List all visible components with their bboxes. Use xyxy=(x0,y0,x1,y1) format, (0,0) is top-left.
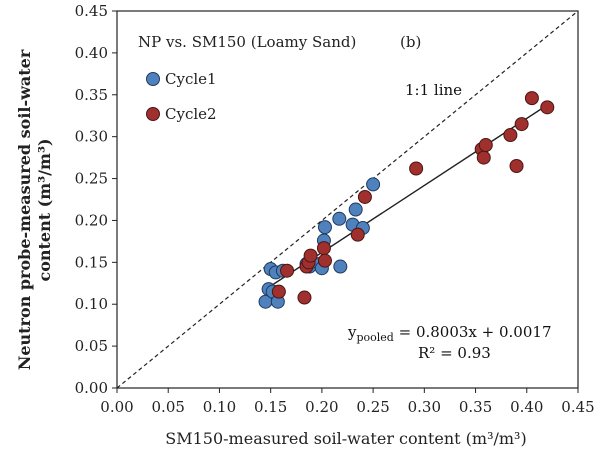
data-point-cycle2 xyxy=(503,127,518,142)
data-point-cycle2 xyxy=(271,284,286,299)
y-tick-label: 0.40 xyxy=(75,44,108,62)
data-point-cycle1 xyxy=(348,202,363,217)
equation-body: = 0.8003x + 0.0017 xyxy=(394,323,552,341)
data-point-cycle2 xyxy=(297,290,312,305)
x-tick-label: 0.30 xyxy=(408,398,441,416)
x-tick-label: 0.15 xyxy=(254,398,287,416)
y-tick-label: 0.00 xyxy=(75,379,108,397)
x-tick-label: 0.25 xyxy=(356,398,389,416)
data-point-cycle2 xyxy=(350,227,365,242)
r-squared-label: R² = 0.93 xyxy=(418,344,491,362)
legend-marker-cycle2 xyxy=(146,107,160,121)
equation-subscript: pooled xyxy=(356,331,393,344)
y-tick-label: 0.20 xyxy=(75,211,108,229)
data-point-cycle2 xyxy=(316,241,331,256)
data-point-cycle1 xyxy=(332,211,347,226)
data-point-cycle1 xyxy=(333,259,348,274)
data-point-cycle2 xyxy=(509,158,524,173)
y-tick-label: 0.15 xyxy=(75,253,108,271)
legend: Cycle1 Cycle2 xyxy=(146,70,217,123)
y-tick-label: 0.45 xyxy=(75,2,108,20)
data-point-cycle2 xyxy=(476,150,491,165)
one-to-one-line xyxy=(116,10,579,389)
data-point-cycle2 xyxy=(303,248,318,263)
data-point-cycle2 xyxy=(478,138,493,153)
data-point-cycle2 xyxy=(514,117,529,132)
data-point-cycle2 xyxy=(524,91,539,106)
y-tick-label: 0.25 xyxy=(75,170,108,188)
y-tick-label: 0.05 xyxy=(75,337,108,355)
x-tick-label: 0.40 xyxy=(510,398,543,416)
x-tick-label: 0.10 xyxy=(203,398,236,416)
x-axis-label: SM150-measured soil-water content (m³/m³… xyxy=(165,429,526,448)
data-point-cycle1 xyxy=(366,177,381,192)
data-point-cycle2 xyxy=(280,263,295,278)
data-point-cycle1 xyxy=(317,220,332,235)
x-tick-label: 0.45 xyxy=(561,398,594,416)
x-tick-label: 0.35 xyxy=(459,398,492,416)
chart-title: NP vs. SM150 (Loamy Sand) xyxy=(138,33,356,51)
equation-prefix: y xyxy=(347,323,357,341)
x-tick-label: 0.05 xyxy=(152,398,185,416)
data-point-cycle2 xyxy=(540,100,555,115)
legend-label-cycle1: Cycle1 xyxy=(165,70,217,88)
legend-marker-cycle1 xyxy=(146,72,160,86)
x-tick-label: 0.20 xyxy=(305,398,338,416)
panel-label: (b) xyxy=(400,33,421,51)
regression-equation: ypooled = 0.8003x + 0.0017 R² = 0.93 xyxy=(347,323,551,362)
y-tick-label: 0.35 xyxy=(75,86,108,104)
plot-frame xyxy=(116,10,579,389)
y-tick-label: 0.30 xyxy=(75,128,108,146)
x-tick-label: 0.00 xyxy=(100,398,133,416)
y-axis-label-line2: content (m³/m³) xyxy=(35,138,54,281)
data-point-cycle2 xyxy=(357,189,372,204)
svg-text:ypooled = 0.8003x + 0.0017: ypooled = 0.8003x + 0.0017 xyxy=(347,323,551,344)
data-point-cycle2 xyxy=(409,161,424,176)
one-to-one-label: 1:1 line xyxy=(405,81,462,99)
legend-label-cycle2: Cycle2 xyxy=(165,105,217,123)
y-axis-label-line1: Neutron probe-measured soil-water xyxy=(15,49,34,370)
y-tick-label: 0.10 xyxy=(75,295,108,313)
data-point-cycle2 xyxy=(317,253,332,268)
